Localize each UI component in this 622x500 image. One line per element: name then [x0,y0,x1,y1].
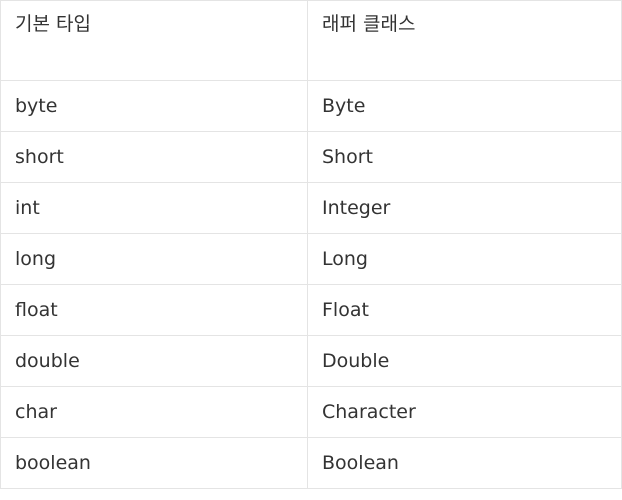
table-row: char Character [0,386,622,438]
wrapper-class-cell: Boolean [307,437,622,489]
primitive-type-cell: double [0,335,308,387]
primitive-type-cell: int [0,182,308,234]
table-row: int Integer [0,182,622,234]
wrapper-class-cell: Long [307,233,622,285]
wrapper-class-cell: Double [307,335,622,387]
header-primitive-type: 기본 타입 [0,0,308,81]
table-row: double Double [0,335,622,387]
primitive-type-cell: byte [0,80,308,132]
table-row: long Long [0,233,622,285]
table-row: short Short [0,131,622,183]
wrapper-class-cell: Byte [307,80,622,132]
table-row: byte Byte [0,80,622,132]
primitive-type-cell: long [0,233,308,285]
wrapper-class-cell: Integer [307,182,622,234]
primitive-type-cell: boolean [0,437,308,489]
wrapper-class-cell: Character [307,386,622,438]
primitive-type-cell: char [0,386,308,438]
wrapper-class-cell: Short [307,131,622,183]
table-header-row: 기본 타입 래퍼 클래스 [0,0,622,81]
header-wrapper-class: 래퍼 클래스 [307,0,622,81]
type-wrapper-table: 기본 타입 래퍼 클래스 byte Byte short Short int I… [0,0,622,489]
primitive-type-cell: float [0,284,308,336]
table-row: boolean Boolean [0,437,622,489]
wrapper-class-cell: Float [307,284,622,336]
table-row: float Float [0,284,622,336]
primitive-type-cell: short [0,131,308,183]
